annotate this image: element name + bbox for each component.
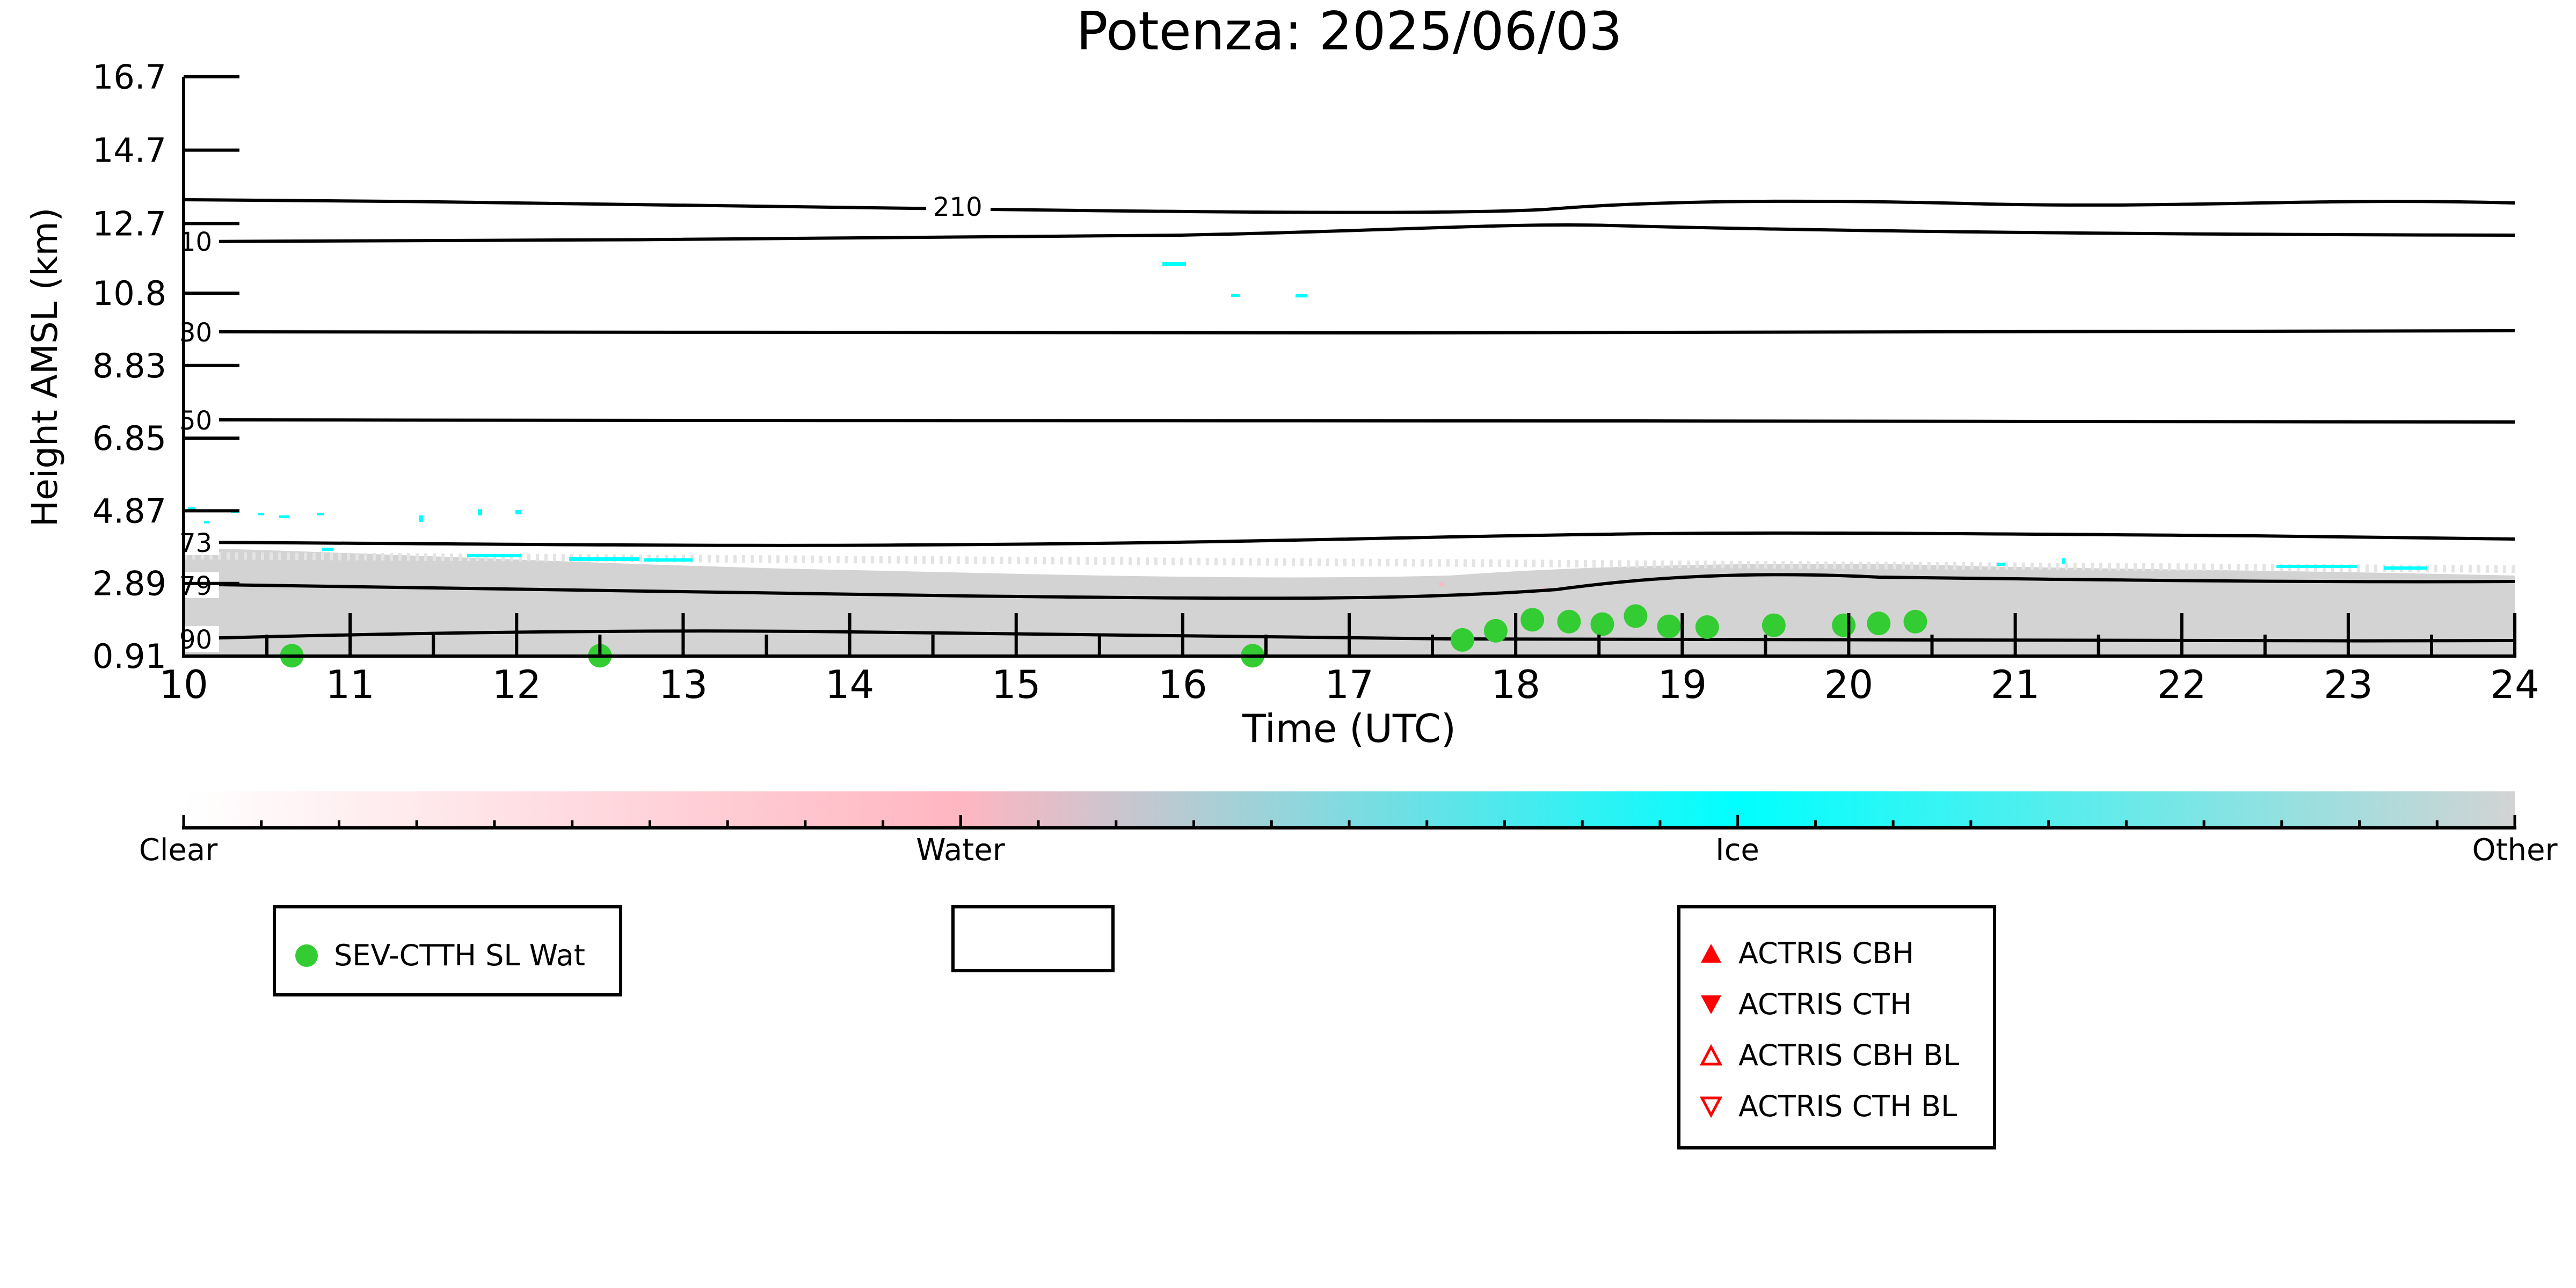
sev-ctth-point: [1695, 615, 1719, 639]
x-tick-label: 15: [992, 662, 1041, 707]
sev-ctth-point: [1557, 609, 1581, 634]
colorbar-label-ice: Ice: [1715, 833, 1759, 868]
contour-line: [183, 198, 2515, 214]
sev-ctth-point: [1520, 608, 1545, 632]
colorbar-ticks: [182, 815, 2516, 828]
y-axis-label: Height AMSL (km): [24, 208, 66, 527]
legend-entry-sev: SEV-CTTH SL Wat: [294, 938, 585, 972]
colorbar-label-clear: Clear: [139, 833, 218, 868]
x-axis-ticks: 10 11 12 13 14 15 16 17 18 19 20 21 22 23 24: [159, 613, 2539, 707]
sev-ctth-point: [1832, 613, 1856, 637]
y-tick-label: 0.91: [92, 637, 166, 676]
colorbar-label-water: Water: [916, 833, 1006, 868]
x-tick-label: 14: [825, 662, 875, 707]
colorbar-label-other: Other: [2472, 833, 2558, 868]
x-tick-label: 21: [1991, 662, 2040, 707]
y-tick-label: 4.87: [92, 491, 166, 530]
triangle-down-filled-icon: [1699, 992, 1723, 1017]
y-tick-label: 6.85: [92, 419, 166, 458]
contour-line: [183, 329, 2515, 335]
contour-line: [183, 418, 2515, 424]
x-tick-label: 12: [492, 662, 541, 707]
x-axis-label: Time (UTC): [1242, 706, 1456, 751]
other-class-area: [184, 548, 2515, 656]
contour-line: [183, 573, 2515, 600]
legend-label: ACTRIS CBH: [1738, 936, 1914, 970]
temperature-contours: [183, 198, 2515, 643]
sev-ctth-point: [1657, 614, 1681, 638]
x-tick-label: 11: [325, 662, 375, 707]
triangle-up-open-icon: [1699, 1043, 1723, 1068]
triangle-up-filled-icon: [1699, 941, 1723, 966]
actris-legend: ACTRIS CBH ACTRIS CTH ACTRIS CBH BL ACTR…: [1677, 905, 1996, 1149]
chart-title: Potenza: 2025/06/03: [1076, 1, 1622, 62]
legend-entry-actris-cth: ACTRIS CTH: [1699, 987, 1912, 1021]
sev-ctth-point: [1867, 612, 1891, 636]
x-tick-label: 18: [1491, 662, 1540, 707]
triangle-down-open-icon: [1699, 1094, 1723, 1119]
contour-label: 210: [933, 192, 983, 222]
classification-field: [183, 262, 2515, 656]
x-tick-label: 19: [1657, 662, 1707, 707]
x-tick-label: 10: [159, 662, 208, 707]
sev-ctth-point: [1450, 628, 1474, 652]
contour-line: [183, 531, 2515, 547]
y-tick-label: 12.7: [92, 204, 166, 243]
legend-entry-actris-cth-bl: ACTRIS CTH BL: [1699, 1089, 1957, 1123]
contour-line: [183, 223, 2515, 243]
legend-label: SEV-CTTH SL Wat: [334, 938, 585, 972]
green-circle-icon: [294, 943, 319, 968]
colorbar: Clear Water Ice Other: [139, 791, 2558, 868]
sev-ctth-point: [1624, 604, 1648, 628]
y-tick-label: 10.8: [92, 274, 166, 313]
y-tick-label: 14.7: [92, 131, 166, 170]
x-tick-label: 24: [2490, 662, 2539, 707]
x-tick-label: 16: [1158, 662, 1207, 707]
x-tick-label: 22: [2157, 662, 2207, 707]
sev-ctth-point: [1903, 609, 1927, 634]
ice-class-pixels: [188, 262, 2427, 570]
x-tick-label: 17: [1325, 662, 1374, 707]
legend-entry-actris-cbh: ACTRIS CBH: [1699, 936, 1914, 970]
x-tick-label: 20: [1824, 662, 1874, 707]
legend-label: ACTRIS CTH: [1738, 987, 1912, 1021]
sev-ctth-point: [1762, 613, 1786, 637]
sev-markers-layer: [280, 604, 1927, 668]
sev-legend: SEV-CTTH SL Wat: [273, 905, 622, 996]
sev-ctth-point: [1590, 612, 1614, 636]
legend-label: ACTRIS CTH BL: [1738, 1089, 1958, 1123]
y-axis-ticks: 0.91 2.89 4.87 6.85 8.83 10.8 12.7 14.7 16.7: [92, 57, 239, 676]
empty-legend: [951, 905, 1115, 972]
legend-entry-actris-cbh-bl: ACTRIS CBH BL: [1699, 1038, 1959, 1072]
y-tick-label: 8.83: [92, 346, 166, 385]
x-tick-label: 13: [659, 662, 708, 707]
legend-label: ACTRIS CBH BL: [1738, 1038, 1960, 1072]
y-tick-label: 16.7: [92, 57, 166, 97]
colorbar-labels: Clear Water Ice Other: [139, 833, 2558, 868]
sev-ctth-point: [1483, 618, 1508, 643]
y-tick-label: 2.89: [92, 564, 166, 603]
x-tick-label: 23: [2324, 662, 2373, 707]
